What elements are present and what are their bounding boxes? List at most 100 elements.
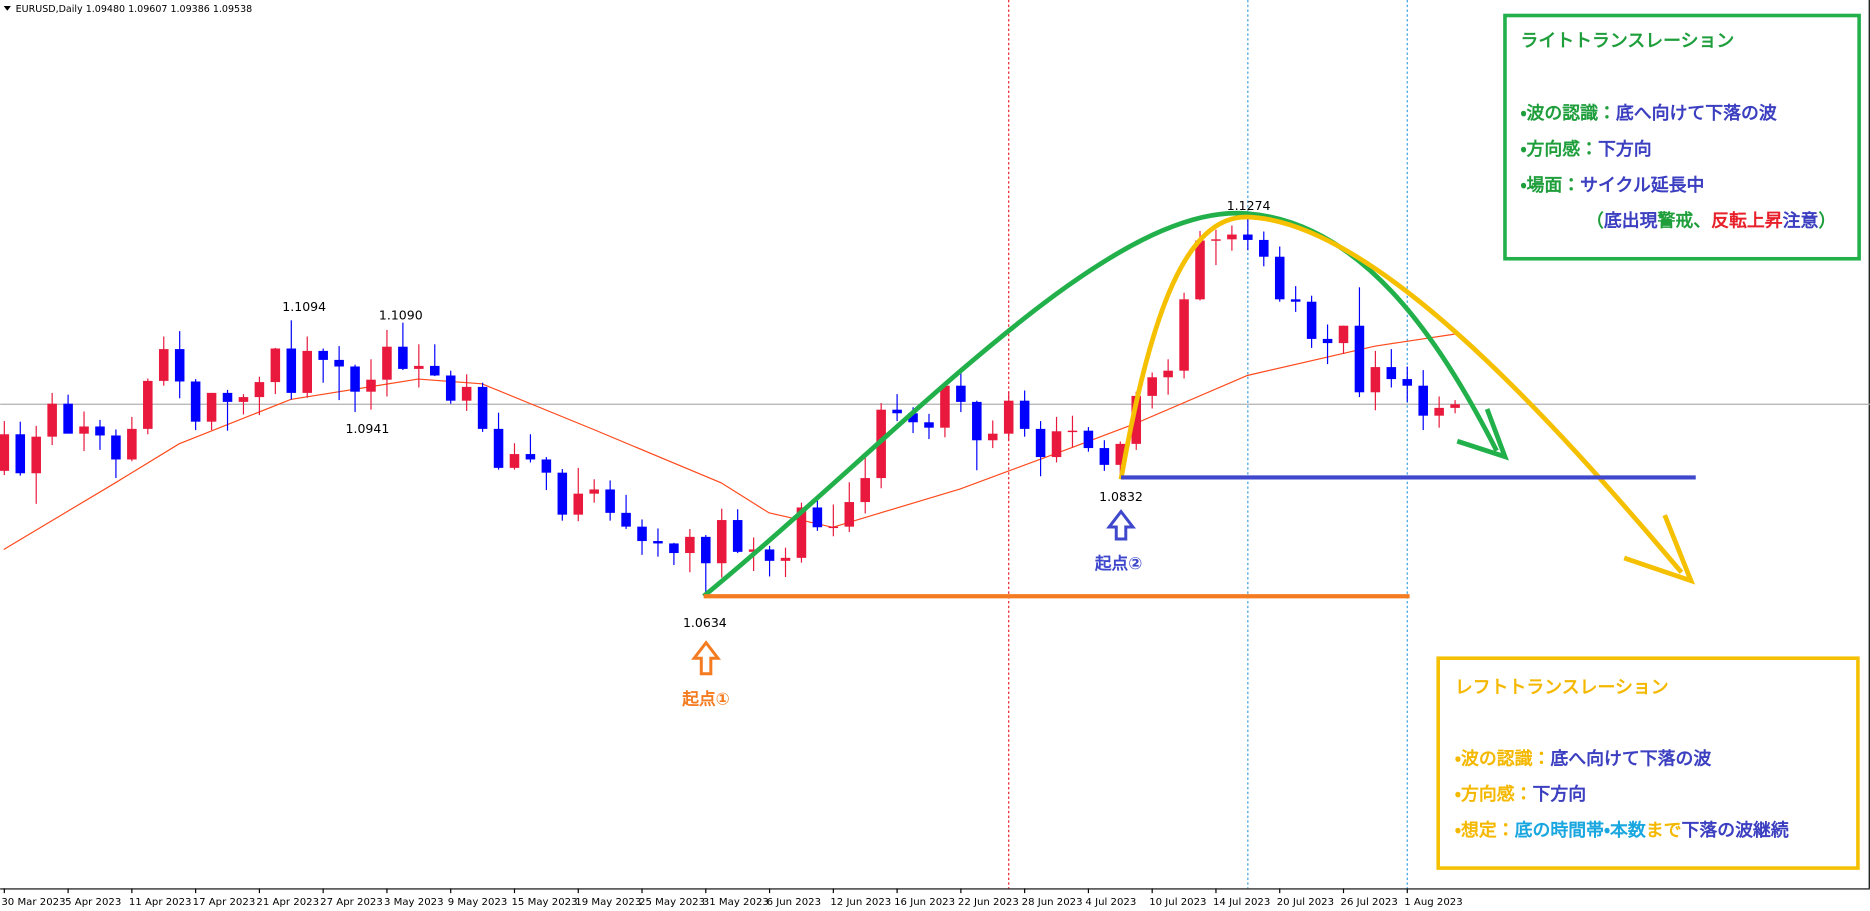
candle-body	[748, 549, 759, 552]
candle-body	[15, 434, 26, 474]
panel-text: 下落の波継続	[1682, 819, 1789, 841]
x-tick-label: 5 Apr 2023	[65, 897, 121, 908]
candle-body	[796, 507, 807, 558]
candle-body	[1083, 430, 1094, 449]
origin-arrow-2	[1106, 509, 1136, 541]
panel-text: ・場面：	[1520, 175, 1580, 196]
candle-body	[1322, 338, 1333, 344]
panel-line: ・波の認識：底へ向けて下落の波	[1455, 747, 1711, 769]
panel-text: 反転上昇	[1711, 210, 1783, 232]
panel-text: 底へ向けて下落の波	[1550, 747, 1711, 769]
candle-body	[350, 366, 360, 392]
candle-body	[1163, 370, 1173, 378]
x-tick-label: 1 Aug 2023	[1404, 897, 1462, 908]
candle-body	[1450, 404, 1460, 408]
panel-text: ・想定：	[1455, 819, 1515, 841]
candle-body	[987, 433, 998, 441]
candle-body	[525, 454, 536, 460]
candle-body	[701, 536, 711, 564]
candle-body	[1370, 367, 1381, 393]
panel-text: 警戒、	[1657, 210, 1712, 232]
candle-body	[1179, 299, 1189, 371]
candle-body	[477, 386, 488, 429]
panel-line: ・想定：底の時間帯・本数まで下落の波継続	[1455, 819, 1789, 841]
candle-body	[1131, 395, 1142, 444]
candle-body	[573, 493, 584, 515]
panel-text: 底の時間帯・本数	[1515, 819, 1646, 841]
candle-body	[270, 348, 281, 383]
candle-body	[111, 435, 121, 460]
candle-body	[238, 397, 249, 402]
candle-body	[286, 348, 297, 393]
candle-body	[812, 507, 823, 528]
candle-body	[732, 520, 743, 552]
price-label: 1.1274	[1227, 198, 1271, 213]
light-translation-box	[1503, 13, 1861, 261]
candle-body	[1227, 234, 1237, 240]
candle-body	[493, 428, 504, 468]
candle-body	[844, 502, 855, 527]
panel-text: 下方向	[1532, 783, 1586, 805]
x-tick-label: 12 Jun 2023	[830, 897, 891, 908]
candle-body	[254, 382, 265, 398]
candle-body	[1306, 301, 1317, 339]
candle-body	[143, 380, 153, 429]
candle-body	[414, 365, 424, 369]
candle-body	[158, 349, 169, 381]
candle-body	[780, 557, 791, 561]
candle-body	[557, 472, 568, 515]
menu-triangle[interactable]	[3, 5, 11, 11]
candle-body	[1035, 428, 1046, 458]
panel-text: 底出現	[1604, 210, 1658, 232]
candle-body	[1259, 239, 1269, 257]
candle-body	[621, 512, 631, 527]
panel-text: 底へ向けて下落の波	[1616, 102, 1777, 124]
candle-body	[334, 359, 344, 367]
x-tick-label: 10 Jul 2023	[1149, 897, 1206, 908]
candle-body	[1099, 448, 1110, 465]
candle-body	[63, 403, 73, 434]
x-tick-label: 19 May 2023	[575, 897, 641, 908]
panel-text: ・波の認識：	[1455, 747, 1550, 769]
candle-body	[956, 385, 966, 402]
panel-line: ・方向感：下方向	[1455, 783, 1586, 805]
left-translation-box	[1436, 656, 1860, 870]
origin-label: 起点②	[1094, 553, 1143, 573]
candle-body	[589, 489, 599, 494]
panel-text: 下方向	[1598, 138, 1652, 160]
candle-body	[892, 409, 902, 414]
candle-body	[1386, 367, 1397, 380]
panel-text: （	[1586, 211, 1604, 232]
candle-body	[79, 426, 89, 434]
candle-body	[653, 541, 663, 544]
candle-body	[206, 392, 217, 422]
candle-body	[716, 520, 727, 564]
x-tick-label: 17 Apr 2023	[193, 897, 256, 908]
candle-body	[222, 392, 233, 402]
candle-body	[1354, 325, 1365, 393]
candle-body	[509, 454, 520, 468]
candle-body	[1115, 443, 1126, 465]
candle-body	[382, 346, 392, 380]
candle-body	[31, 436, 41, 474]
panel-text: ・方向感：	[1520, 138, 1598, 160]
origin-arrow-1	[691, 640, 722, 676]
panel-line: （底出現警戒、反転上昇注意）	[1586, 210, 1836, 232]
candle-body	[1147, 377, 1157, 396]
x-tick-label: 26 Jul 2023	[1341, 897, 1398, 908]
panel-line: ・波の認識：底へ向けて下落の波	[1520, 102, 1776, 124]
x-tick-label: 27 Apr 2023	[320, 897, 383, 908]
candle-body	[318, 350, 328, 360]
candle-body	[1211, 239, 1221, 241]
x-tick-label: 22 Jun 2023	[958, 897, 1019, 908]
candle-body	[302, 350, 313, 393]
x-tick-label: 20 Jul 2023	[1277, 897, 1334, 908]
candle-body	[174, 349, 185, 382]
panel-text: サイクル延長中	[1580, 174, 1704, 196]
candle-body	[430, 365, 440, 376]
candle-body	[1019, 400, 1030, 429]
yellow-wave-curve	[1118, 214, 1684, 574]
candle-body	[398, 346, 408, 369]
